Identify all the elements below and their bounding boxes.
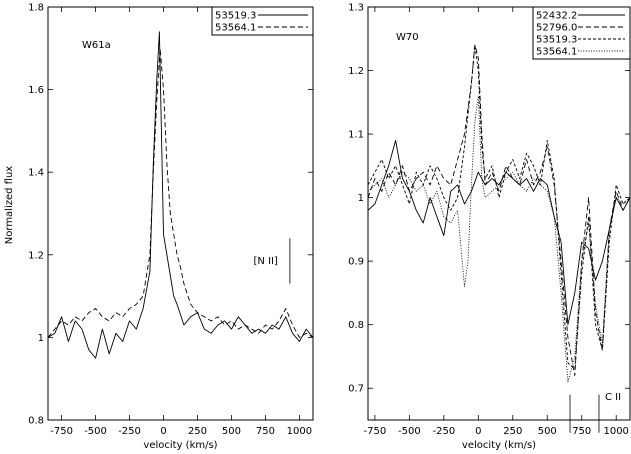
y-tick-label: 1.1 [348, 130, 364, 141]
legend-label: 52796.0 [536, 23, 577, 34]
line-marker-label: [N II] [254, 256, 278, 267]
x-tick-label: 750 [572, 426, 591, 437]
x-tick-label: 1000 [287, 426, 312, 437]
legend-label: 53519.3 [215, 11, 256, 22]
x-axis-label: velocity (km/s) [143, 440, 217, 451]
x-tick-label: 250 [188, 426, 207, 437]
x-axis-label: velocity (km/s) [462, 440, 536, 451]
y-tick-label: 1 [38, 333, 44, 344]
line-marker-label: C II [605, 392, 621, 403]
legend-label: 52432.2 [536, 11, 577, 22]
series-line-53519.3 [47, 31, 314, 359]
y-tick-label: 0.8 [348, 320, 364, 331]
y-tick-label: 1.4 [28, 168, 44, 179]
x-tick-label: 750 [256, 426, 275, 437]
plot-frame [47, 6, 314, 421]
star-annotation: W70 [396, 32, 419, 43]
y-tick-label: 0.9 [348, 257, 364, 268]
y-tick-label: 0.8 [28, 416, 44, 427]
y-tick-label: 1 [358, 193, 364, 204]
x-tick-label: 1000 [603, 426, 628, 437]
series-line-53564.1 [47, 47, 314, 338]
x-tick-label: -750 [364, 426, 387, 437]
legend-label: 53564.1 [215, 23, 256, 34]
legend-box [532, 6, 631, 60]
x-tick-label: 250 [503, 426, 522, 437]
series-line-53564.1 [367, 95, 631, 383]
legend-box [211, 6, 314, 36]
x-tick-label: -750 [50, 426, 73, 437]
x-tick-label: -500 [84, 426, 107, 437]
x-tick-label: -250 [118, 426, 141, 437]
y-tick-label: 1.8 [28, 3, 44, 14]
legend-label: 53519.3 [536, 35, 577, 46]
series-line-52432.2 [367, 139, 631, 326]
left-panel: -750 -500 -250 0 250 500 750 1000 0.8 1 1.2 1.4 1.6 1… [28, 3, 314, 451]
plot-frame [367, 6, 631, 421]
y-tick-label: 0.7 [348, 384, 364, 395]
right-panel: -750 -500 -250 0 250 500 750 1000 0.7 0.8 0.9 1 1.1 1… [348, 3, 631, 451]
series-line-52796.0 [367, 44, 631, 376]
x-tick-label: 500 [538, 426, 557, 437]
y-tick-label: 1.2 [348, 66, 364, 77]
y-tick-label: 1.3 [348, 3, 364, 14]
series-line-53519.3 [367, 44, 631, 370]
y-tick-label: 1.6 [28, 85, 44, 96]
y-axis-label: Normalized flux [4, 166, 15, 245]
x-tick-label: -500 [398, 426, 421, 437]
x-tick-label: 0 [475, 426, 481, 437]
x-tick-label: 500 [222, 426, 241, 437]
x-tick-label: -250 [432, 426, 455, 437]
y-tick-label: 1.2 [28, 250, 44, 261]
legend-label: 53564.1 [536, 47, 577, 58]
x-tick-label: 0 [160, 426, 166, 437]
star-annotation: W61a [82, 40, 111, 51]
